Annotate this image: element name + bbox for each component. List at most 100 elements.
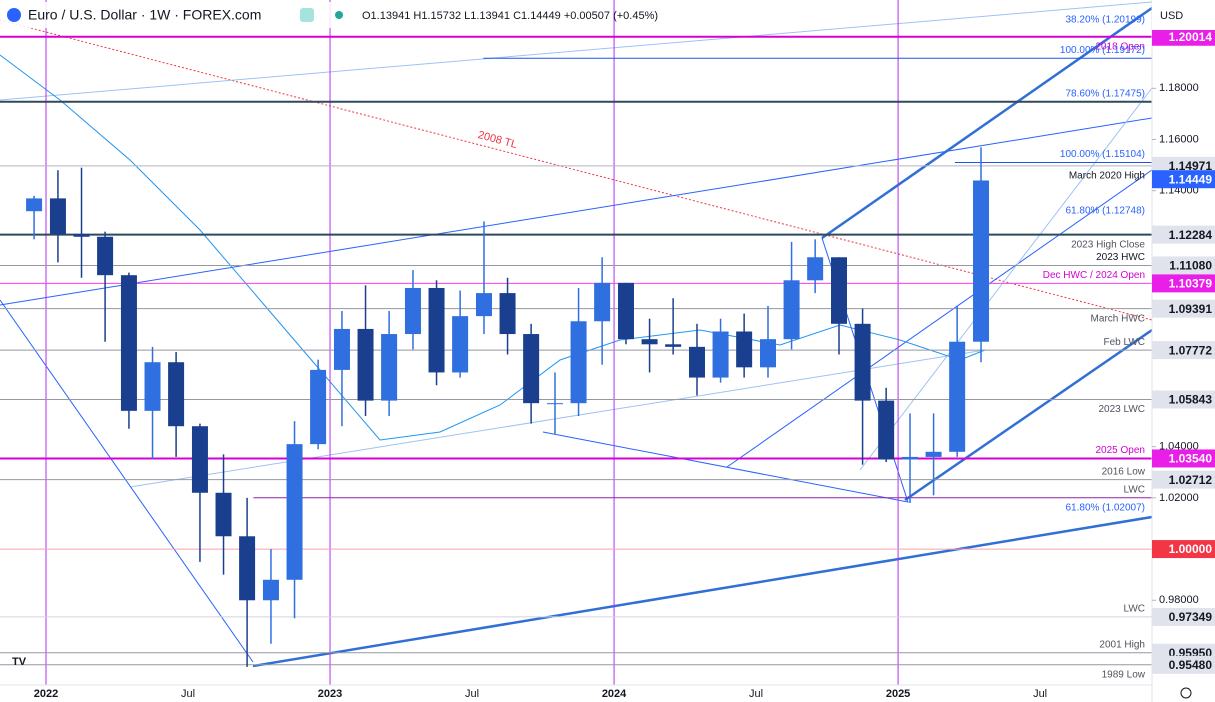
candle-body (925, 451, 942, 457)
header-bg (0, 2, 530, 28)
price-tag (1152, 390, 1215, 409)
level-note: 2023 High Close (1071, 239, 1145, 250)
price-tag (1152, 225, 1215, 244)
level-note: Feb LWC (1104, 337, 1146, 348)
trendline (821, 6, 1153, 240)
level-note: 100.00% (1.15104) (1060, 149, 1145, 160)
currency-bg (1152, 0, 1215, 30)
candle-body (499, 293, 516, 335)
candle-body (831, 257, 848, 324)
candle-body (475, 293, 492, 317)
trendline (252, 515, 1153, 668)
price-tag-label: 1.11080 (1169, 259, 1212, 273)
candle-body (736, 331, 753, 368)
y-tick-label: 0.98000 (1159, 594, 1199, 606)
candle-body (523, 334, 540, 404)
candle-body (570, 321, 587, 404)
candle-body (617, 282, 634, 340)
price-tag-label: 1.05843 (1169, 393, 1213, 407)
candle-body (688, 346, 705, 378)
price-tag-label: 1.03540 (1169, 452, 1213, 466)
candle-body (168, 362, 185, 427)
ohlc: O1.13941 H1.15732 L1.13941 C1.14449 +0.0… (362, 10, 658, 22)
price-tag-label: 0.95480 (1169, 658, 1213, 672)
trendline (726, 169, 1153, 468)
price-tag (1152, 607, 1215, 626)
candle-body (641, 339, 658, 345)
level-note: 61.80% (1.12748) (1065, 205, 1145, 216)
level-note: 2016 Low (1102, 466, 1146, 477)
y-tick-label: 1.16000 (1159, 133, 1199, 145)
price-tag (1152, 449, 1215, 468)
level-note: 2001 High (1099, 639, 1145, 650)
candle-body (97, 236, 114, 276)
flag (300, 8, 314, 22)
price-tag (1152, 540, 1215, 559)
candle-body (144, 362, 161, 411)
candle-body (120, 275, 137, 411)
price-tag (1152, 256, 1215, 275)
price-tag (1152, 170, 1215, 189)
settings-icon[interactable] (1180, 687, 1192, 699)
price-tag-label: 1.14971 (1169, 159, 1213, 173)
price-tag (1152, 274, 1215, 293)
candle-body (381, 334, 398, 401)
candle-body (191, 426, 208, 493)
trendline (542, 237, 909, 503)
price-tag (1152, 655, 1215, 674)
currency[interactable]: USD (1160, 10, 1183, 22)
price-tag-label: 1.12284 (1169, 228, 1213, 242)
candle-body (807, 257, 824, 281)
x-tick-label: 2023 (318, 688, 342, 700)
candle-body (333, 328, 350, 370)
candle-body (239, 536, 256, 601)
level-note: 2023 LWC (1098, 404, 1145, 415)
level-note: Dec HWC / 2024 Open (1043, 270, 1145, 281)
candle-body (665, 344, 682, 347)
level-note: March 2020 High (1069, 170, 1145, 181)
level-note: 38.20% (1.20199) (1065, 15, 1145, 26)
x-tick-label: 2025 (886, 688, 910, 700)
level-note: 1989 Low (1102, 669, 1146, 680)
x-tick-label: Jul (1033, 688, 1047, 700)
candle-body (760, 339, 776, 368)
symbol-icon (7, 8, 21, 22)
price-tag-label: 1.07772 (1169, 343, 1213, 357)
candle-body (594, 282, 611, 322)
candle-body (428, 287, 445, 373)
price-tag-label: 1.14449 (1169, 172, 1213, 186)
y-tick-label: 1.02000 (1159, 492, 1199, 504)
candle-body (404, 287, 421, 335)
candle-body (973, 180, 990, 342)
candle-body (310, 369, 327, 445)
level-note: LWC (1124, 604, 1145, 615)
candle-body (215, 492, 232, 537)
level-note: 2025 Open (1096, 445, 1146, 456)
candle-body (357, 328, 374, 401)
price-tag-label: 0.97349 (1169, 610, 1213, 624)
price-tag-label: 1.20014 (1169, 30, 1213, 44)
trendline (0, 299, 254, 663)
candle-body (854, 323, 871, 401)
x-tick-label: Jul (749, 688, 763, 700)
candle-body (902, 456, 919, 460)
status-dot (335, 11, 343, 19)
candle-body (878, 400, 895, 460)
candle-body (49, 198, 66, 235)
level-note: 2018 Open (1096, 41, 1146, 52)
price-tag-label: 1.09391 (1169, 302, 1213, 316)
price-tag-label: 1.02712 (1169, 473, 1213, 487)
trendline (0, 1, 1153, 101)
price-tag (1152, 470, 1215, 489)
x-tick-label: 2024 (602, 688, 627, 700)
x-tick-label: Jul (181, 688, 195, 700)
level-note: LWC (1124, 484, 1145, 495)
candle-body (262, 579, 279, 601)
trendline (904, 328, 1153, 502)
level-note: 100.00% (1.19172) (1060, 45, 1145, 56)
trendline (0, 117, 1153, 306)
trendline (0, 19, 1153, 321)
